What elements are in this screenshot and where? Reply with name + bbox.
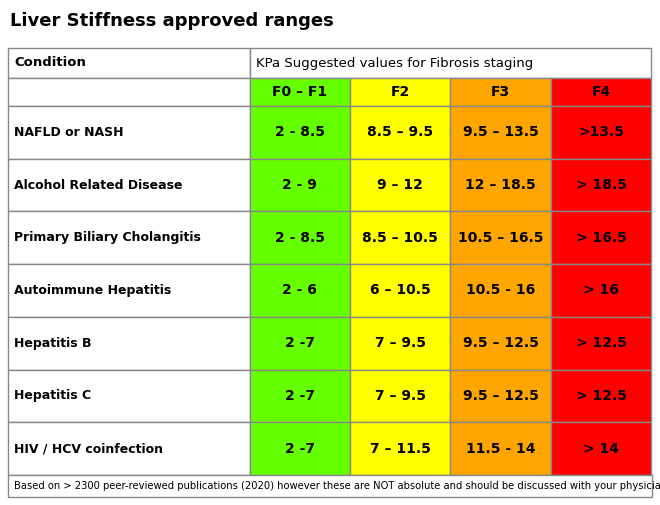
- Bar: [551, 159, 651, 212]
- Bar: [350, 422, 450, 475]
- Bar: [551, 212, 651, 264]
- Text: > 16: > 16: [583, 283, 619, 297]
- Bar: [350, 159, 450, 212]
- Text: HIV / HCV coinfection: HIV / HCV coinfection: [14, 442, 163, 455]
- Text: 9.5 – 13.5: 9.5 – 13.5: [463, 125, 539, 139]
- Text: 10.5 - 16: 10.5 - 16: [466, 283, 535, 297]
- Bar: [450, 264, 551, 317]
- Text: Autoimmune Hepatitis: Autoimmune Hepatitis: [14, 284, 171, 297]
- Text: F4: F4: [591, 85, 610, 99]
- Bar: [8, 264, 249, 317]
- Bar: [249, 422, 350, 475]
- Bar: [450, 422, 551, 475]
- Bar: [8, 370, 249, 422]
- Text: F0 – F1: F0 – F1: [272, 85, 327, 99]
- Bar: [551, 78, 651, 106]
- Bar: [450, 78, 551, 106]
- Bar: [8, 422, 249, 475]
- Bar: [8, 78, 249, 106]
- Text: 9.5 – 12.5: 9.5 – 12.5: [463, 389, 539, 403]
- Text: Hepatitis B: Hepatitis B: [14, 337, 92, 350]
- Bar: [8, 475, 652, 497]
- Text: 9 – 12: 9 – 12: [378, 178, 423, 192]
- Bar: [450, 106, 551, 159]
- Text: > 18.5: > 18.5: [576, 178, 626, 192]
- Bar: [350, 264, 450, 317]
- Text: 9.5 – 12.5: 9.5 – 12.5: [463, 336, 539, 350]
- Bar: [249, 317, 350, 370]
- Bar: [350, 106, 450, 159]
- Text: 6 – 10.5: 6 – 10.5: [370, 283, 430, 297]
- Text: KPa Suggested values for Fibrosis staging: KPa Suggested values for Fibrosis stagin…: [255, 57, 533, 70]
- Bar: [350, 212, 450, 264]
- Bar: [551, 264, 651, 317]
- Bar: [551, 317, 651, 370]
- Bar: [8, 317, 249, 370]
- Bar: [249, 264, 350, 317]
- Text: Alcohol Related Disease: Alcohol Related Disease: [14, 179, 183, 191]
- Bar: [249, 212, 350, 264]
- Text: NAFLD or NASH: NAFLD or NASH: [14, 126, 123, 139]
- Bar: [249, 370, 350, 422]
- Bar: [450, 317, 551, 370]
- Bar: [8, 48, 249, 78]
- Text: >13.5: >13.5: [578, 125, 624, 139]
- Text: 2 - 6: 2 - 6: [282, 283, 317, 297]
- Bar: [249, 48, 651, 78]
- Text: 8.5 – 9.5: 8.5 – 9.5: [367, 125, 433, 139]
- Text: 2 - 8.5: 2 - 8.5: [275, 231, 325, 245]
- Text: Liver Stiffness approved ranges: Liver Stiffness approved ranges: [10, 12, 334, 30]
- Text: 7 – 9.5: 7 – 9.5: [375, 336, 426, 350]
- Text: F3: F3: [491, 85, 510, 99]
- Text: 2 - 9: 2 - 9: [282, 178, 317, 192]
- Bar: [450, 159, 551, 212]
- Bar: [551, 422, 651, 475]
- Bar: [350, 78, 450, 106]
- Bar: [450, 370, 551, 422]
- Bar: [350, 370, 450, 422]
- Bar: [249, 159, 350, 212]
- Bar: [8, 212, 249, 264]
- Text: 7 – 11.5: 7 – 11.5: [370, 442, 430, 456]
- Bar: [450, 212, 551, 264]
- Bar: [249, 78, 350, 106]
- Text: Hepatitis C: Hepatitis C: [14, 389, 91, 402]
- Text: 10.5 – 16.5: 10.5 – 16.5: [458, 231, 543, 245]
- Text: > 14: > 14: [583, 442, 619, 456]
- Text: 2 -7: 2 -7: [284, 442, 315, 456]
- Text: 8.5 – 10.5: 8.5 – 10.5: [362, 231, 438, 245]
- Text: 7 – 9.5: 7 – 9.5: [375, 389, 426, 403]
- Text: 11.5 - 14: 11.5 - 14: [466, 442, 535, 456]
- Bar: [551, 106, 651, 159]
- Text: 2 -7: 2 -7: [284, 389, 315, 403]
- Bar: [8, 106, 249, 159]
- Bar: [249, 106, 350, 159]
- Text: > 12.5: > 12.5: [576, 389, 626, 403]
- Text: Primary Biliary Cholangitis: Primary Biliary Cholangitis: [14, 231, 201, 244]
- Bar: [551, 370, 651, 422]
- Text: 2 -7: 2 -7: [284, 336, 315, 350]
- Text: F2: F2: [391, 85, 410, 99]
- Bar: [350, 317, 450, 370]
- Text: > 16.5: > 16.5: [576, 231, 626, 245]
- Text: > 12.5: > 12.5: [576, 336, 626, 350]
- Bar: [8, 159, 249, 212]
- Text: 12 – 18.5: 12 – 18.5: [465, 178, 536, 192]
- Text: 2 - 8.5: 2 - 8.5: [275, 125, 325, 139]
- Text: Condition: Condition: [14, 57, 86, 70]
- Text: Based on > 2300 peer-reviewed publications (2020) however these are NOT absolute: Based on > 2300 peer-reviewed publicatio…: [14, 481, 660, 491]
